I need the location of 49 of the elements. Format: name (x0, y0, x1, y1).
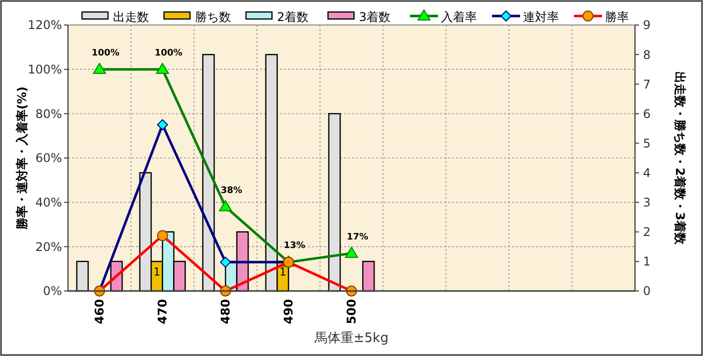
y2-tick-label: 8 (643, 48, 651, 62)
y2-tick-label: 0 (643, 284, 651, 298)
y-tick-label: 60% (35, 151, 62, 166)
y2-tick-label: 9 (643, 18, 651, 32)
x-tick-label: 460 (92, 299, 107, 324)
y-axis-title: 勝率・連対率・入着率(%) (15, 86, 29, 230)
y2-tick-label: 2 (643, 225, 651, 240)
point (219, 200, 232, 212)
data-label: 1 (153, 265, 160, 278)
x-tick-label: 490 (282, 299, 296, 324)
legend-label: 入着率 (441, 10, 477, 24)
data-label: 17% (346, 232, 368, 242)
legend-label: 連対率 (523, 10, 559, 24)
bar (202, 54, 215, 292)
legend-label: 勝率 (605, 10, 629, 24)
y2-tick-label: 5 (643, 136, 651, 150)
y2-tick-label: 7 (643, 77, 651, 92)
data-label: 38% (220, 186, 242, 196)
legend-label: 2着数 (277, 10, 309, 24)
y-tick-label: 0% (42, 284, 62, 298)
data-label: 100% (154, 48, 182, 58)
bar (362, 260, 375, 292)
y2-axis-title: 出走数・勝ち数・2着数・3着数 (673, 72, 687, 246)
y-tick-label: 100% (28, 62, 62, 77)
data-label: 13% (284, 241, 306, 252)
legend-label: 3着数 (359, 10, 391, 24)
x-tick-label: 500 (344, 299, 359, 324)
bar (76, 260, 89, 292)
data-label: 100% (92, 48, 120, 58)
y-tick-label: 120% (28, 18, 62, 32)
point (156, 62, 169, 74)
x-tick-label: 480 (218, 299, 233, 324)
y2-tick-label: 1 (643, 254, 651, 269)
x-tick-label: 470 (156, 299, 170, 324)
y-tick-label: 20% (35, 240, 62, 254)
x-axis-title: 馬体重±5kg (314, 331, 388, 346)
y2-tick-label: 3 (643, 196, 651, 210)
y-tick-label: 40% (35, 196, 62, 210)
point (220, 256, 231, 268)
point (93, 62, 106, 74)
data-label: 1 (279, 265, 286, 278)
legend-label: 出走数 (113, 10, 149, 24)
legend-label: 勝ち数 (195, 10, 231, 24)
y2-tick-label: 6 (643, 106, 651, 121)
bar (328, 113, 341, 292)
point (157, 119, 168, 130)
y-tick-label: 80% (35, 106, 62, 121)
y2-tick-label: 4 (643, 166, 651, 180)
point (345, 246, 358, 258)
